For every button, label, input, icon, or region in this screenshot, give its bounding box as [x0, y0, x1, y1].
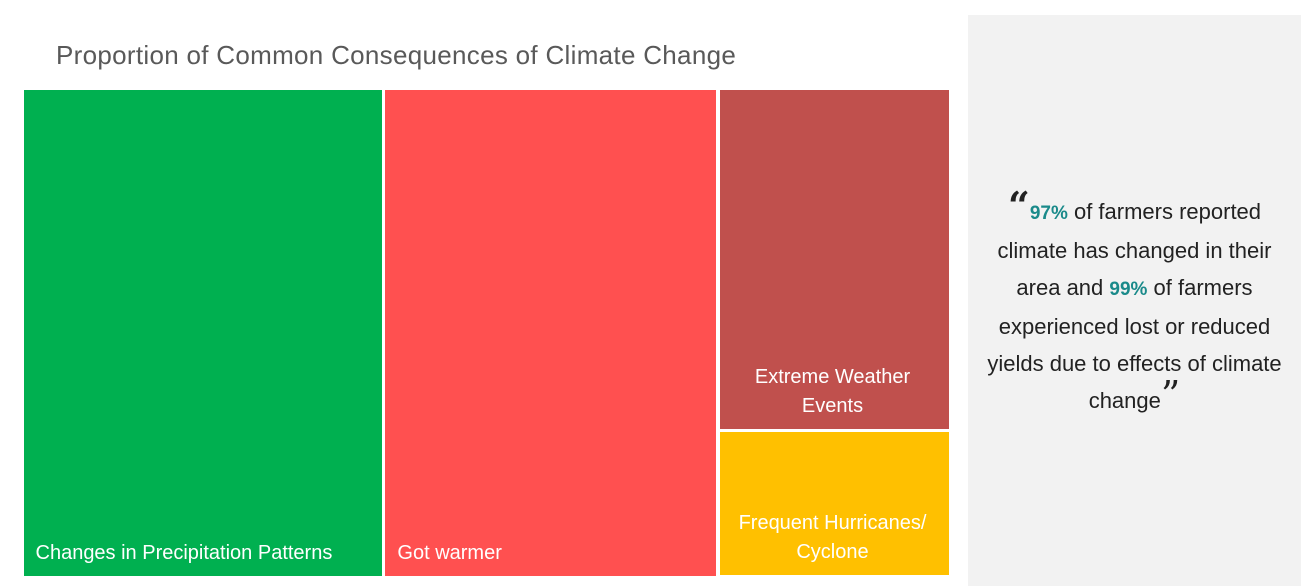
cell-label: Extreme Weather Events	[754, 365, 911, 417]
treemap-cell: Extreme Weather Events	[719, 89, 949, 429]
treemap-cell: Changes in Precipitation Patterns	[23, 89, 383, 576]
quote-panel: “97% of farmers reported climate has cha…	[968, 15, 1301, 586]
highlight: 97%	[1029, 202, 1068, 224]
chart-title: Proportion of Common Consequences of Cli…	[56, 40, 737, 70]
cell-label: Frequent Hurricanes/ Cyclone	[738, 512, 927, 564]
quote: “97% of farmers reported climate has cha…	[985, 186, 1285, 419]
highlight: 99%	[1109, 278, 1148, 300]
treemap-cell: Got warmer	[385, 89, 717, 576]
close-quote: ”	[1160, 372, 1181, 417]
treemap-cell: Frequent Hurricanes/ Cyclone	[719, 431, 949, 576]
open-quote: “	[1007, 182, 1030, 228]
quote-text: of farmers reported climate has changed …	[997, 198, 1272, 300]
cell-label: Got warmer	[397, 541, 502, 564]
quote-text: of farmers experienced lost or reduced y…	[987, 274, 1282, 413]
cell-label: Changes in Precipitation Patterns	[35, 541, 333, 564]
